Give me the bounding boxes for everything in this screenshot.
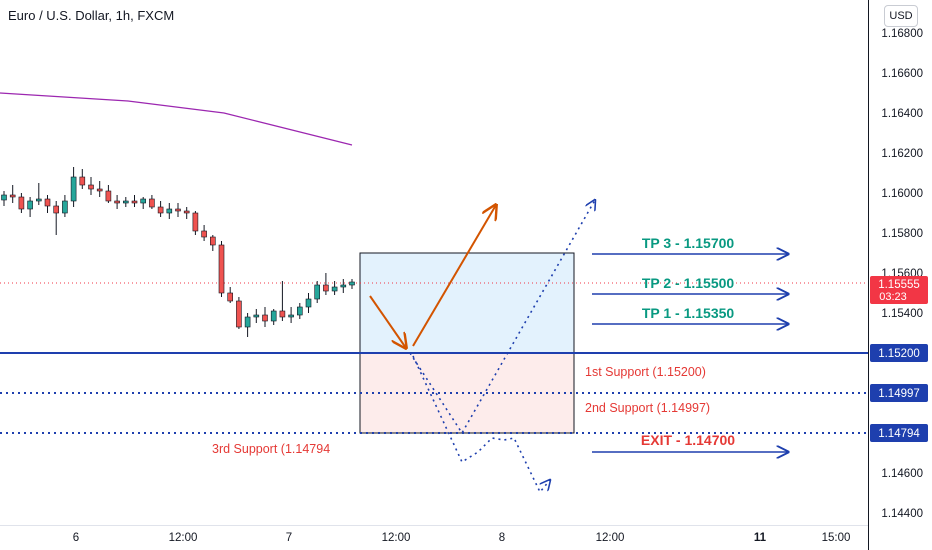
candle-body bbox=[96, 188, 103, 192]
support-1-label: 1st Support (1.15200) bbox=[585, 365, 706, 379]
x-tick-5: 12:00 bbox=[596, 532, 625, 544]
candle-body bbox=[270, 310, 277, 322]
candle-body bbox=[88, 184, 94, 190]
dotted-path-main[interactable] bbox=[409, 200, 595, 435]
y-tick-9: 1.14400 bbox=[881, 508, 923, 520]
currency-button[interactable]: USD bbox=[884, 5, 918, 27]
candle-body bbox=[9, 194, 16, 198]
tp3-label: TP 3 - 1.15700 bbox=[642, 235, 735, 251]
y-tick-7: 1.15400 bbox=[881, 308, 923, 320]
candle-body bbox=[114, 200, 120, 204]
x-tick-7: 15:00 bbox=[822, 532, 851, 544]
y-tick-3: 1.16200 bbox=[881, 148, 923, 160]
candle-body bbox=[253, 314, 260, 318]
level-tag-2-text: 1.14997 bbox=[878, 388, 920, 400]
level-tag-1-text: 1.15200 bbox=[878, 348, 920, 360]
candles-group bbox=[1, 167, 355, 337]
candle-body bbox=[314, 284, 321, 300]
candle-body bbox=[210, 236, 216, 246]
x-tick-0: 6 bbox=[73, 532, 79, 544]
candle-body bbox=[227, 292, 233, 302]
candle-body bbox=[244, 316, 251, 328]
candle-body bbox=[201, 230, 207, 238]
exit-label: EXIT - 1.14700 bbox=[641, 432, 735, 448]
chart-title: Euro / U.S. Dollar, 1h, FXCM bbox=[8, 8, 175, 23]
y-tick-2: 1.16400 bbox=[881, 108, 923, 120]
current-price-text: 1.15555 bbox=[878, 279, 920, 291]
candle-body bbox=[288, 314, 294, 318]
level-tag-3-text: 1.14794 bbox=[878, 428, 920, 440]
long-zone[interactable] bbox=[359, 252, 575, 354]
current-price-tag: 1.15555 03:23 bbox=[870, 276, 928, 304]
tp2-label: TP 2 - 1.15500 bbox=[642, 275, 735, 291]
candle-body bbox=[140, 198, 146, 204]
candle-body bbox=[192, 212, 199, 232]
y-tick-0: 1.16800 bbox=[881, 28, 923, 40]
candle-body bbox=[262, 314, 268, 322]
candle-body bbox=[305, 298, 312, 308]
x-tick-4: 8 bbox=[499, 532, 505, 544]
candle-body bbox=[166, 208, 173, 214]
orange-path-down[interactable] bbox=[369, 295, 406, 348]
support-3-label: 3rd Support (1.14794 bbox=[212, 442, 330, 456]
candle-body bbox=[18, 196, 25, 210]
candle-body bbox=[218, 244, 225, 294]
y-tick-5: 1.15800 bbox=[881, 228, 923, 240]
candle-body bbox=[62, 200, 68, 214]
candle-body bbox=[175, 208, 181, 212]
candle-body bbox=[157, 206, 164, 214]
x-tick-2: 7 bbox=[286, 532, 292, 544]
tp1-label: TP 1 - 1.15350 bbox=[642, 305, 735, 321]
candle-body bbox=[35, 198, 42, 202]
candle-body bbox=[131, 200, 138, 204]
candle-body bbox=[323, 284, 329, 292]
countdown-text: 03:23 bbox=[879, 291, 907, 303]
candle-body bbox=[70, 176, 77, 202]
risk-zone[interactable] bbox=[359, 352, 575, 434]
x-tick-1: 12:00 bbox=[169, 532, 198, 544]
candle-body bbox=[1, 194, 7, 201]
moving-average-line bbox=[0, 92, 353, 146]
candle-body bbox=[340, 284, 347, 288]
level-tag-3: 1.14794 bbox=[870, 424, 928, 442]
y-tick-4: 1.16000 bbox=[881, 188, 923, 200]
x-axis-ticks: 6 12:00 7 12:00 8 12:00 11 15:00 bbox=[73, 532, 851, 544]
y-tick-1: 1.16600 bbox=[881, 68, 923, 80]
candle-body bbox=[53, 205, 60, 214]
y-axis-ticks: 1.16800 1.16600 1.16400 1.16200 1.16000 1.158… bbox=[881, 28, 923, 520]
level-tag-2: 1.14997 bbox=[870, 384, 928, 402]
candle-body bbox=[296, 306, 303, 316]
x-tick-3: 12:00 bbox=[382, 532, 411, 544]
orange-path-up[interactable] bbox=[412, 205, 496, 347]
candle-body bbox=[149, 198, 155, 208]
candle-body bbox=[27, 200, 33, 210]
support-2-label: 2nd Support (1.14997) bbox=[585, 401, 710, 415]
candle-body bbox=[105, 190, 112, 202]
candle-body bbox=[279, 310, 286, 318]
level-tag-1: 1.15200 bbox=[870, 344, 928, 362]
candle-body bbox=[331, 286, 338, 292]
candle-body bbox=[79, 176, 86, 186]
y-tick-8: 1.14600 bbox=[881, 468, 923, 480]
candle-body bbox=[123, 200, 129, 204]
candle-body bbox=[349, 281, 355, 286]
candle-body bbox=[183, 210, 190, 214]
x-tick-6: 11 bbox=[754, 532, 767, 544]
candle-body bbox=[44, 198, 51, 207]
candle-body bbox=[236, 300, 242, 328]
